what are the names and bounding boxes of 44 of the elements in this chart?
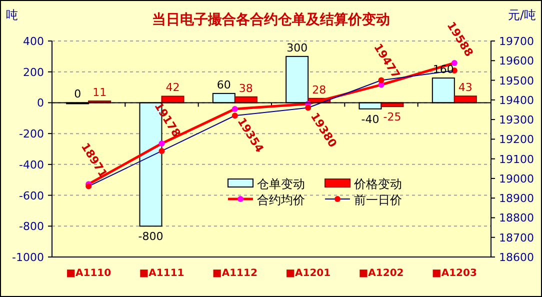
data-label: -40 <box>361 112 380 126</box>
y2-tick-label: 19400 <box>499 94 534 107</box>
y-tick-label: 400 <box>23 35 44 48</box>
y-tick-label: -600 <box>19 189 44 202</box>
x-tick-label: ■A1110 <box>66 268 112 279</box>
y2-tick-label: 19100 <box>499 152 534 166</box>
legend-label: 价格变动 <box>353 177 402 191</box>
y-tick-label: 200 <box>23 66 44 79</box>
y2-axis-title: 元/吨 <box>508 8 536 22</box>
data-label: -800 <box>138 230 164 244</box>
y2-tick-label: 19700 <box>499 35 534 48</box>
x-tick-label: ■A1202 <box>358 268 404 279</box>
data-label: 60 <box>216 78 231 92</box>
data-label: 11 <box>92 86 107 100</box>
data-label: 0 <box>74 88 82 101</box>
y-tick-label: -400 <box>19 158 44 172</box>
data-label: 300 <box>286 41 308 54</box>
x-tick-label: ■A1111 <box>139 268 184 279</box>
x-tick-label: ■A1112 <box>212 268 258 279</box>
legend-label: 合约均价 <box>257 193 305 207</box>
y2-tick-label: 19000 <box>499 172 534 186</box>
y-tick-label: 0 <box>37 96 44 110</box>
y2-tick-label: 18600 <box>499 251 534 264</box>
y2-tick-label: 19300 <box>499 114 534 127</box>
data-label: -25 <box>383 110 402 124</box>
legend-label: 前一日价 <box>354 193 402 207</box>
y-axis-title: 吨 <box>6 8 18 22</box>
x-tick-label: ■A1203 <box>432 268 477 279</box>
y2-tick-label: 18700 <box>499 231 534 244</box>
data-label: 38 <box>238 82 253 95</box>
y2-tick-label: 19200 <box>499 133 534 146</box>
y2-tick-label: 19600 <box>499 54 534 68</box>
y2-tick-label: 19500 <box>499 74 534 88</box>
x-tick-label: ■A1201 <box>286 268 331 279</box>
data-label: 28 <box>312 83 326 96</box>
y-tick-label: -200 <box>19 128 44 141</box>
legend-label: 仓单变动 <box>257 177 305 191</box>
chart-title: 当日电子撮合各合约仓单及结算价变动 <box>152 11 390 28</box>
y-tick-label: -1000 <box>12 251 44 264</box>
y-tick-label: -800 <box>19 220 44 234</box>
y2-tick-label: 18800 <box>499 212 534 225</box>
data-label: 42 <box>166 81 180 94</box>
data-label: 43 <box>458 81 472 94</box>
y2-tick-label: 18900 <box>499 192 534 206</box>
